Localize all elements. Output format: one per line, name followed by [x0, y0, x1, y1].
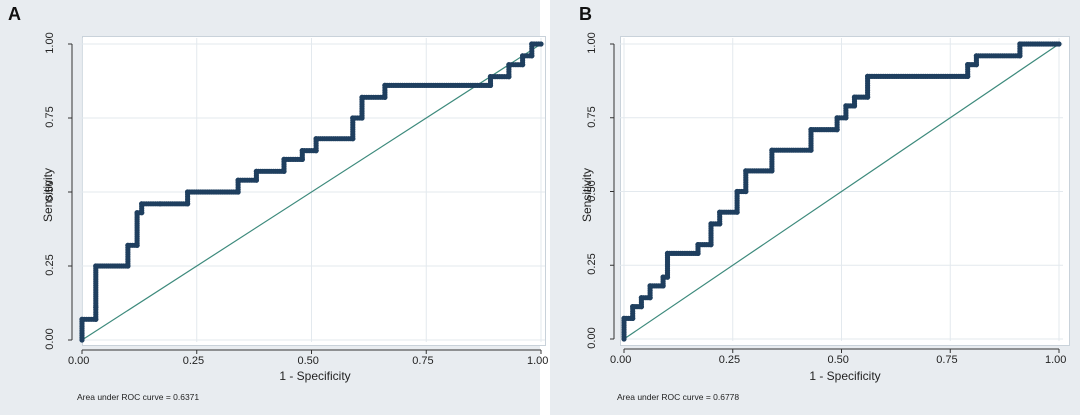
panel-b-x-tick-label: 0.50 [827, 354, 849, 366]
panel-a-y-tick-label: 0.00 [44, 328, 56, 350]
panel-b-roc-markers [621, 41, 1062, 342]
panel-b-y-tick-label: 0.75 [586, 106, 598, 128]
panel-a-y-tick-label: 1.00 [44, 32, 56, 54]
panel-b-x-tick-label: 1.00 [1045, 354, 1067, 366]
panel-a-roc-point [538, 41, 544, 47]
panel-a-reference-line [81, 43, 542, 341]
panel-b-letter: B [579, 4, 592, 24]
panel-b-auc-annotation: Area under ROC curve = 0.6778 [617, 392, 740, 402]
panel-a-y-tick-label: 0.50 [44, 180, 56, 202]
panel-a-letter: A [8, 4, 21, 24]
panel-a-x-tick-label: 0.50 [297, 355, 319, 367]
panel-b-y-tick-label: 0.25 [586, 253, 598, 275]
panel-a-x-axis-label: 1 - Specificity [279, 369, 351, 383]
panel-a-x-tick-label: 0.25 [182, 355, 205, 367]
panel-b-roc-point [1056, 41, 1062, 47]
panel-a-x-tick-label: 0.75 [412, 355, 434, 367]
panel-b-y-tick-label: 0.50 [586, 179, 598, 202]
panel-b-x-axis-label: 1 - Specificity [809, 369, 881, 383]
panel-b-reference-line [623, 43, 1060, 340]
panel-b-y-tick-label: 1.00 [586, 32, 598, 54]
panel-b-x-tick-label: 0.75 [936, 354, 958, 366]
panel-a-y-tick-label: 0.75 [44, 106, 56, 128]
panel-a-x-tick-label: 1.00 [527, 355, 549, 367]
panel-b-x-tick-label: 0.00 [610, 354, 632, 366]
panel-a-x-tick-label: 0.00 [68, 355, 90, 367]
panel-b-y-tick-label: 0.00 [586, 327, 598, 349]
panel-a-y-tick-label: 0.25 [44, 254, 56, 276]
panel-b-x-tick-label: 0.25 [718, 354, 741, 366]
panel-a-auc-annotation: Area under ROC curve = 0.6371 [77, 392, 200, 402]
panel-a-roc-markers [79, 41, 544, 343]
